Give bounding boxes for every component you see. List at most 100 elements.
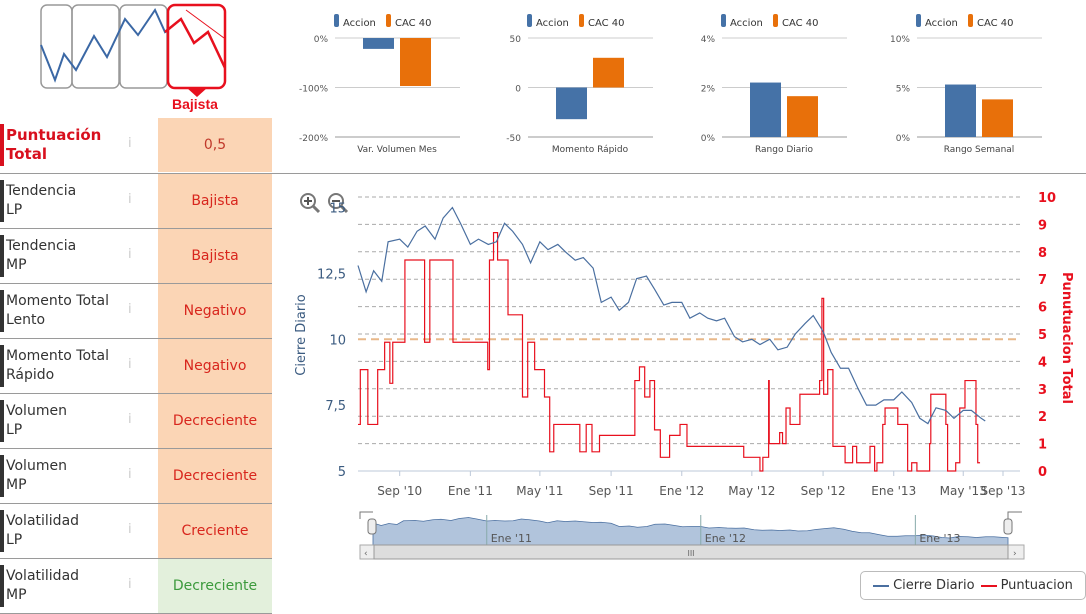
chart-title: Rango Diario xyxy=(755,145,814,155)
chart-title: Momento Rápido xyxy=(552,145,629,155)
legend-cac-swatch xyxy=(968,14,973,27)
row-marker xyxy=(0,235,4,277)
navigator-tick-label: Ene '13 xyxy=(919,532,960,545)
y-tick-label: 10% xyxy=(890,35,910,45)
chart-title: Rango Semanal xyxy=(944,145,1015,155)
price-series-line xyxy=(357,206,986,425)
info-icon[interactable]: i xyxy=(128,522,132,537)
right-axis-tick: 1 xyxy=(1038,438,1047,453)
row-marker xyxy=(0,180,4,222)
row-marker xyxy=(0,510,4,552)
legend-accion-swatch xyxy=(916,14,921,27)
score-label: Volumen LP xyxy=(6,403,67,438)
legend-accion-swatch xyxy=(721,14,726,27)
x-tick-label: Ene '12 xyxy=(659,484,704,498)
chart-legend: Cierre Diario Puntuacion xyxy=(860,571,1086,600)
legend-cac-label: CAC 40 xyxy=(977,18,1014,29)
navigator-tick-label: Ene '11 xyxy=(491,532,532,545)
scroll-right-arrow-icon[interactable]: › xyxy=(1013,549,1017,559)
right-axis-tick: 2 xyxy=(1038,410,1047,425)
x-tick-label: May '11 xyxy=(516,484,563,498)
legend-item-price[interactable]: Cierre Diario xyxy=(873,578,975,593)
scroll-left-arrow-icon[interactable]: ‹ xyxy=(364,549,368,559)
right-axis-title: Punutuacion Total xyxy=(1059,272,1074,404)
left-axis-tick: 7,5 xyxy=(325,399,346,414)
info-icon[interactable]: i xyxy=(128,247,132,262)
bar-accion xyxy=(945,84,976,137)
bar-cac xyxy=(982,99,1013,137)
y-tick-label: 0% xyxy=(701,134,716,144)
left-axis-tick: 5 xyxy=(338,465,346,480)
y-tick-label: 0 xyxy=(515,85,521,95)
navigator-left-handle[interactable] xyxy=(367,518,377,535)
x-tick-label: Sep '12 xyxy=(801,484,846,498)
y-tick-label: 2% xyxy=(701,85,716,95)
bar-cac xyxy=(593,57,624,88)
score-row: Momento Total Lento i Negativo xyxy=(0,284,272,339)
score-value: Decreciente xyxy=(158,559,272,613)
info-icon[interactable]: i xyxy=(128,467,132,482)
x-tick-label: Sep '13 xyxy=(981,484,1026,498)
info-icon[interactable]: i xyxy=(128,577,132,592)
score-series-line xyxy=(358,232,981,472)
navigator-left-edge xyxy=(359,511,373,519)
divider xyxy=(0,173,1086,174)
score-value: Bajista xyxy=(158,174,272,228)
score-value: Decreciente xyxy=(158,394,272,448)
right-axis-tick: 8 xyxy=(1038,246,1047,261)
score-label: Puntuación Total xyxy=(6,126,102,163)
left-axis-tick: 15 xyxy=(329,202,346,217)
right-axis-tick: 3 xyxy=(1038,383,1047,398)
score-value: Bajista xyxy=(158,229,272,283)
trend-label: Bajista xyxy=(172,96,218,112)
right-axis-tick: 5 xyxy=(1038,328,1047,343)
score-row: Volumen MP i Decreciente xyxy=(0,449,272,504)
scrollbar-thumb[interactable] xyxy=(373,544,1009,560)
bar-accion xyxy=(750,82,781,137)
legend-accion-swatch xyxy=(527,14,532,27)
info-icon[interactable]: i xyxy=(128,357,132,372)
left-axis-tick: 12,5 xyxy=(317,267,346,282)
y-tick-label: -50 xyxy=(506,134,521,144)
score-row: Tendencia MP i Bajista xyxy=(0,229,272,284)
x-tick-label: Sep '11 xyxy=(589,484,634,498)
row-marker xyxy=(0,455,4,497)
info-icon[interactable]: i xyxy=(128,412,132,427)
info-icon[interactable]: i xyxy=(128,302,132,317)
zoom-out-icon[interactable] xyxy=(328,193,349,214)
row-marker xyxy=(0,290,4,332)
info-icon[interactable]: i xyxy=(128,136,132,151)
score-value: Decreciente xyxy=(158,449,272,503)
score-row: Tendencia LP i Bajista xyxy=(0,174,272,229)
right-axis-tick: 9 xyxy=(1038,218,1047,233)
score-label: Tendencia LP xyxy=(6,183,77,218)
x-tick-label: May '12 xyxy=(728,484,775,498)
x-tick-label: May '13 xyxy=(940,484,987,498)
score-value: 0,5 xyxy=(158,118,272,172)
legend-cac-swatch xyxy=(386,14,391,27)
navigator-right-handle[interactable] xyxy=(1003,518,1013,535)
x-tick-label: Sep '10 xyxy=(377,484,422,498)
x-tick-label: Ene '11 xyxy=(448,484,493,498)
score-label: Volatilidad LP xyxy=(6,513,80,548)
y-tick-label: 4% xyxy=(701,35,716,45)
right-axis-tick: 7 xyxy=(1038,273,1047,288)
row-marker xyxy=(0,400,4,442)
navigator-area xyxy=(372,517,1009,546)
y-tick-label: -100% xyxy=(299,85,328,95)
right-axis-tick: 0 xyxy=(1038,465,1047,480)
score-label: Momento Total Lento xyxy=(6,293,109,328)
row-marker xyxy=(0,345,4,387)
right-axis-tick: 10 xyxy=(1038,191,1056,206)
bar-accion xyxy=(363,38,394,49)
score-label: Volatilidad MP xyxy=(6,568,80,603)
bar-cac xyxy=(787,96,818,137)
bar-cac xyxy=(400,38,431,87)
legend-item-score[interactable]: Puntuacion xyxy=(980,578,1073,593)
left-axis-tick: 10 xyxy=(329,333,346,348)
score-value: Negativo xyxy=(158,284,272,338)
legend-accion-label: Accion xyxy=(730,18,763,29)
info-icon[interactable]: i xyxy=(128,192,132,207)
score-row: Volumen LP i Decreciente xyxy=(0,394,272,449)
zoom-in-icon[interactable] xyxy=(300,193,321,214)
